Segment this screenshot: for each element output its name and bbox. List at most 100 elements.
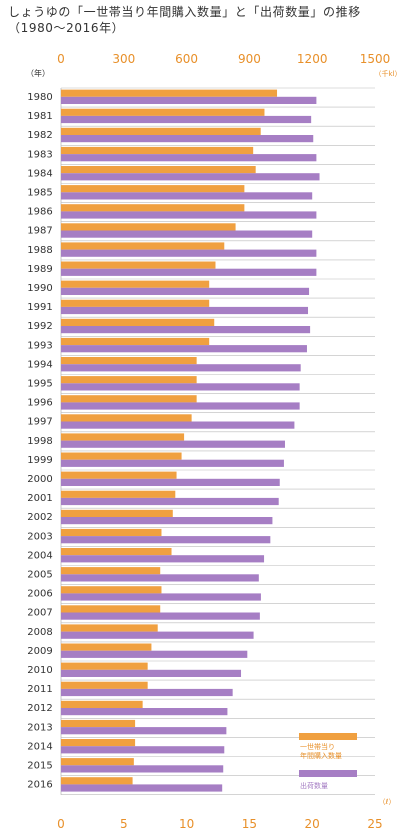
purchase-bar: [61, 166, 256, 174]
shipment-bar: [61, 383, 300, 391]
year-tick-label: 1985: [27, 188, 52, 199]
shipment-bar: [61, 268, 317, 276]
top-axis-tick-label: 1200: [297, 52, 328, 66]
year-tick-label: 2006: [27, 589, 52, 600]
purchase-bar: [61, 223, 236, 231]
bottom-axis-tick-label: 15: [242, 817, 257, 831]
purchase-bar: [61, 204, 245, 212]
year-tick-label: 2005: [27, 570, 52, 581]
year-tick-label: 1994: [27, 359, 52, 370]
purchase-bar: [61, 605, 161, 613]
year-tick-label: 1991: [27, 302, 52, 313]
purchase-bar: [61, 395, 197, 403]
shipment-bar: [61, 593, 261, 601]
shipment-bar: [61, 402, 300, 410]
bottom-axis-unit: （ℓ）: [379, 798, 396, 806]
bottom-axis-tick-label: 20: [305, 817, 320, 831]
purchase-bar: [61, 376, 197, 384]
year-tick-label: 2000: [27, 474, 52, 485]
purchase-bar: [61, 414, 192, 422]
purchase-bar: [61, 758, 134, 766]
purchase-bar: [61, 719, 136, 728]
purchase-bar: [61, 357, 197, 365]
shipment-bar: [61, 459, 284, 467]
purchase-bar: [61, 528, 162, 537]
shipment-bar: [61, 478, 280, 486]
shipment-bar: [61, 746, 225, 754]
shipment-bar: [61, 708, 228, 716]
shipment-bar: [61, 784, 223, 792]
top-axis-tick-label: 0: [57, 52, 65, 66]
shipment-bar: [61, 497, 279, 506]
bottom-axis-tick-label: 5: [120, 817, 128, 831]
year-tick-label: 2011: [27, 684, 52, 695]
shipment-bar: [61, 669, 242, 677]
top-axis-unit: （千kl）: [375, 69, 402, 78]
year-tick-label: 1987: [27, 226, 52, 237]
purchase-bar: [61, 548, 172, 556]
shipment-bar: [61, 249, 317, 257]
purchase-bar: [61, 185, 245, 193]
legend-swatch-purchase: [299, 733, 357, 740]
shipment-bar: [61, 173, 320, 181]
purchase-bar: [61, 337, 210, 346]
shipment-bar: [61, 287, 310, 295]
year-tick-label: 2008: [27, 627, 52, 638]
purchase-bar: [61, 89, 278, 97]
shipment-bar: [61, 631, 254, 639]
bottom-axis-tick-label: 25: [367, 817, 382, 831]
chart-title: しょうゆの「一世帯当り年間購入数量」と「出荷数量」の推移（1980〜2016年）: [8, 5, 361, 35]
year-tick-label: 2003: [27, 531, 52, 542]
year-tick-label: 1989: [27, 264, 52, 275]
year-tick-label: 1993: [27, 340, 52, 351]
year-tick-label: 1980: [27, 92, 52, 103]
top-axis-tick-label: 900: [238, 52, 261, 66]
shipment-bar: [61, 612, 260, 620]
year-tick-label: 1999: [27, 455, 52, 466]
bottom-axis-tick-label: 0: [57, 817, 65, 831]
year-tick-label: 1981: [27, 111, 52, 122]
year-tick-label: 1986: [27, 207, 52, 218]
year-tick-label: 2013: [27, 722, 52, 733]
purchase-bar: [61, 433, 185, 441]
year-tick-label: 2007: [27, 608, 52, 619]
purchase-bar: [61, 471, 177, 479]
top-axis-tick-label: 600: [175, 52, 198, 66]
shipment-bar: [61, 192, 313, 200]
year-tick-label: 2001: [27, 493, 52, 504]
shipment-bar: [61, 650, 248, 658]
year-axis-label: （年）: [26, 68, 50, 78]
legend-swatch-shipment: [299, 770, 357, 777]
purchase-bar: [61, 127, 261, 135]
year-tick-label: 1996: [27, 398, 52, 409]
year-tick-label: 2015: [27, 761, 52, 772]
shipment-bar: [61, 536, 271, 544]
bottom-axis-tick-label: 10: [179, 817, 194, 831]
purchase-bar: [61, 261, 216, 269]
shipment-bar: [61, 115, 312, 124]
shipment-bar: [61, 154, 317, 162]
purchase-bar: [61, 662, 148, 670]
legend-label-shipment: 出荷数量: [300, 781, 328, 790]
purchase-bar: [61, 452, 182, 460]
purchase-bar: [61, 681, 148, 689]
legend-label-purchase: 一世帯当り: [300, 742, 335, 751]
shipment-bar: [61, 574, 259, 582]
year-tick-label: 1997: [27, 417, 52, 428]
shipment-bar: [61, 345, 307, 353]
purchase-bar: [61, 318, 215, 326]
purchase-bar: [61, 624, 158, 632]
shipment-bar: [61, 555, 265, 563]
shipment-bar: [61, 421, 295, 429]
shipment-bar: [61, 211, 317, 219]
purchase-bar: [61, 739, 136, 747]
shipment-bar: [61, 326, 311, 334]
year-tick-label: 2002: [27, 512, 52, 523]
year-tick-label: 2012: [27, 703, 52, 714]
purchase-bar: [61, 586, 162, 594]
purchase-bar: [61, 242, 225, 250]
purchase-bar: [61, 280, 210, 288]
purchase-bar: [61, 567, 161, 575]
year-tick-label: 2014: [27, 741, 52, 752]
